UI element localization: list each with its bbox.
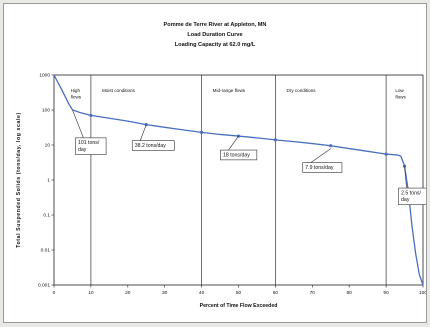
y-tick-label: 0.01: [41, 248, 51, 254]
series-point: [329, 144, 333, 148]
plot-area-border: [53, 74, 424, 286]
callout-label: 18 tons/day: [223, 152, 250, 158]
series-line: [53, 74, 424, 286]
y-tick-label: 10: [45, 143, 51, 149]
zone-label: Dry conditions: [286, 88, 316, 93]
chart-title-line: Loading Capacity at 62.0 mg/L: [175, 42, 256, 48]
series: [53, 74, 424, 286]
series-point: [200, 130, 204, 134]
x-tick-label: 40: [199, 290, 205, 296]
x-tick-label: 50: [236, 290, 242, 296]
x-tick-label: 60: [273, 290, 279, 296]
callouts: 101 tons/day 38.2 tons/day 18 tons/day 7.9 …: [72, 109, 430, 205]
zone-label: Moist conditions: [102, 88, 136, 93]
callout-label: 38.2 tons/day: [135, 143, 167, 149]
zone-dividers: High flows Moist conditions Mid-range flows…: [71, 75, 406, 285]
callout-pointer: [228, 135, 239, 151]
chart-title-line: Pomme de Terre River at Appleton, MN: [164, 22, 267, 28]
y-tick-label: 1: [47, 178, 50, 184]
callout-label: 2.5 tons/: [401, 190, 421, 196]
callout-label: 7.9 tons/day: [305, 165, 334, 171]
series-point: [89, 113, 93, 118]
x-tick-label: 20: [125, 290, 131, 296]
callout-box: [75, 137, 107, 155]
series-point: [402, 164, 407, 168]
zone-label: flows: [395, 95, 406, 100]
y-tick-label: 1000: [39, 73, 50, 79]
x-tick-label: 70: [310, 290, 316, 296]
chart-frame: Pomme de Terre River at Appleton, MN Load…: [3, 3, 430, 323]
zone-label: High: [71, 88, 81, 93]
zone-label: Low: [395, 88, 404, 93]
callout-label: 101 tons/: [78, 140, 100, 146]
series-point: [273, 138, 277, 142]
y-tick-label: 0.1: [43, 213, 50, 219]
plot-axes: [53, 74, 424, 286]
x-tick-label: 80: [347, 290, 353, 296]
x-tick-label: 0: [53, 290, 56, 296]
callout-box: [302, 162, 343, 173]
callout-label: day: [78, 147, 87, 153]
callout-box: [131, 140, 175, 151]
chart-title: Pomme de Terre River at Appleton, MN Load…: [164, 22, 267, 48]
x-tick-label: 100: [419, 290, 426, 296]
callout-pointer: [310, 148, 331, 163]
x-tick-label: 10: [88, 290, 94, 296]
series-point: [384, 152, 388, 156]
x-tick-label: 90: [383, 290, 389, 296]
callout-pointer: [72, 109, 84, 138]
zone-label: Mid-range flows: [213, 88, 246, 93]
y-tick-label: 100: [42, 108, 50, 114]
chart-title-line: Load Duration Curve: [187, 32, 242, 38]
y-axis-label: Total Suspended Solids (tons/day, log sc…: [16, 112, 22, 248]
load-duration-chart: Pomme de Terre River at Appleton, MN Load…: [16, 22, 430, 309]
x-axis-label: Percent of Time Flow Exceeded: [200, 303, 278, 309]
y-tick-label: 0.001: [38, 283, 50, 289]
callout-pointer: [139, 124, 147, 141]
tick-labels: 0 10 20 30 40 50 60 70 80 90 100 1000 100 10 1 0.1 0.01 0…: [38, 73, 427, 296]
x-tick-label: 30: [162, 290, 168, 296]
zone-label: flows: [71, 95, 82, 100]
callout-box: [220, 149, 258, 161]
callout-pointer: [404, 166, 407, 189]
callout-label: day: [401, 197, 410, 203]
